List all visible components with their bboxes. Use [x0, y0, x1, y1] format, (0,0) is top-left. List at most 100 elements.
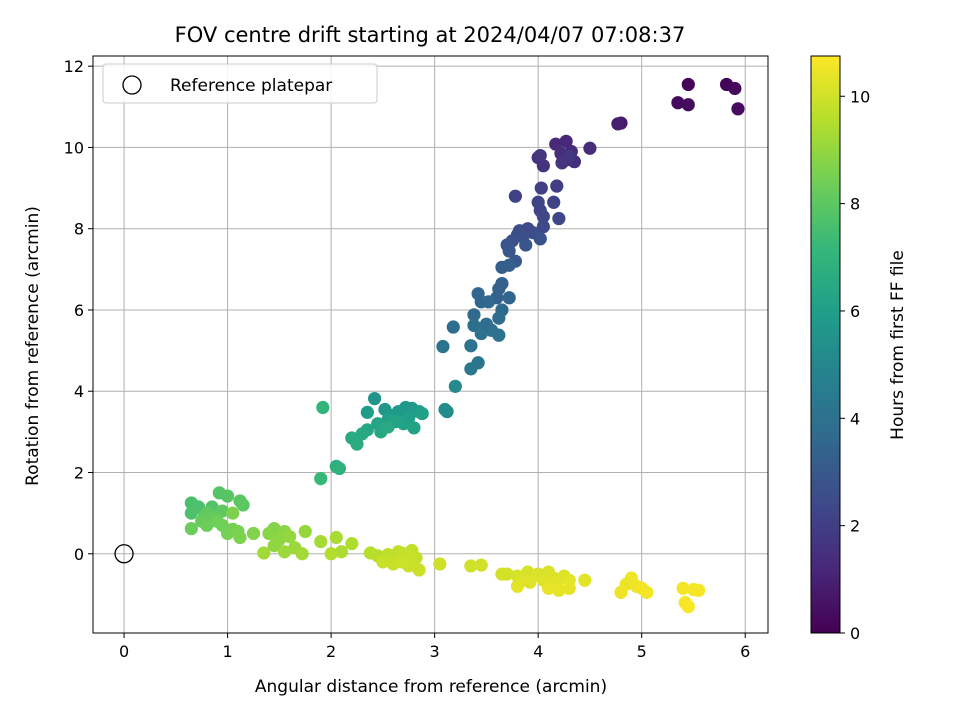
reference-marker-layer [114, 544, 134, 564]
data-point [508, 189, 522, 203]
data-point [502, 258, 516, 272]
data-point [448, 379, 462, 393]
data-point [314, 534, 328, 549]
x-tick-label: 6 [740, 642, 750, 661]
y-tick-label: 2 [74, 463, 84, 482]
data-point [640, 585, 654, 599]
data-point [262, 526, 276, 541]
data-point [559, 134, 573, 148]
colorbar-gradient [810, 55, 841, 634]
data-point [614, 585, 628, 599]
data-point [226, 506, 240, 520]
data-point [381, 420, 395, 434]
x-tick-label: 1 [222, 642, 232, 661]
data-point [534, 181, 548, 195]
colorbar-tick-label: 2 [850, 517, 860, 536]
y-tick-label: 6 [74, 301, 84, 320]
data-point [246, 526, 261, 541]
data-point [236, 498, 250, 512]
data-point [541, 581, 556, 595]
data-point [536, 159, 550, 173]
data-point [415, 406, 429, 421]
data-point [681, 599, 695, 614]
data-point [552, 211, 566, 226]
data-point [220, 526, 235, 541]
legend-reference-marker [122, 75, 142, 95]
colorbar-tick-label: 0 [850, 624, 860, 643]
data-point [314, 471, 328, 486]
data-point [200, 518, 214, 532]
colorbar-tick-label: 6 [850, 302, 860, 321]
data-point [550, 179, 564, 193]
data-point [298, 524, 312, 539]
data-point [295, 547, 309, 561]
y-tick-label: 4 [74, 382, 84, 401]
data-point [350, 437, 364, 451]
x-tick-label: 5 [637, 642, 647, 661]
grid-lines [93, 56, 768, 633]
data-point [376, 555, 390, 569]
colorbar-tick-label: 4 [850, 409, 860, 428]
data-point [324, 547, 338, 561]
data-point [345, 537, 359, 551]
legend-box [102, 63, 378, 104]
x-tick-label: 2 [326, 642, 336, 661]
x-axis-title: Angular distance from reference (arcmin) [255, 677, 607, 697]
data-point [502, 291, 516, 305]
data-point [283, 530, 297, 544]
data-point [578, 573, 592, 587]
data-point [731, 102, 745, 116]
data-point [728, 81, 742, 96]
data-point [681, 98, 695, 112]
data-point [446, 320, 460, 334]
colorbar-ticks: 0 2 4 6 8 10 [840, 87, 870, 643]
data-point [681, 77, 695, 92]
data-point [547, 195, 561, 209]
data-point [500, 567, 514, 581]
y-axis-ticks: 0 2 4 6 8 10 12 [64, 57, 93, 564]
data-point [267, 539, 281, 553]
y-tick-label: 10 [64, 138, 84, 157]
legend: Reference platepar [102, 63, 378, 104]
y-tick-label: 8 [74, 220, 84, 239]
data-point [332, 461, 346, 476]
legend-label-reference: Reference platepar [170, 76, 332, 96]
data-point [277, 545, 292, 559]
data-point [334, 545, 349, 559]
data-point [360, 405, 374, 419]
data-point [220, 489, 235, 503]
data-point [184, 506, 198, 520]
data-point [481, 295, 496, 309]
colorbar-tick-label: 8 [850, 195, 860, 214]
x-axis-ticks: 0 1 2 3 4 5 6 [119, 633, 750, 661]
data-point [329, 530, 343, 545]
data-point [436, 339, 450, 354]
data-point [523, 575, 537, 589]
data-point [467, 308, 481, 322]
reference-platepar-marker [114, 544, 134, 564]
data-point [562, 581, 576, 595]
x-tick-label: 0 [119, 642, 129, 661]
data-point [184, 521, 198, 536]
y-tick-label: 12 [64, 57, 84, 76]
data-point [502, 244, 516, 258]
data-point [438, 402, 452, 417]
x-tick-label: 4 [533, 642, 543, 661]
data-point [412, 563, 426, 577]
data-point [407, 421, 421, 435]
data-points [184, 77, 745, 614]
data-point [492, 311, 506, 325]
data-point [464, 339, 478, 353]
data-point [562, 149, 576, 163]
data-point [536, 209, 550, 224]
data-point [257, 546, 271, 560]
chart-title: FOV centre drift starting at 2024/04/07 … [175, 23, 686, 47]
data-point [355, 427, 369, 441]
data-point [510, 579, 525, 593]
data-point [536, 220, 550, 234]
colorbar: 0 2 4 6 8 10 Hours from first FF file [810, 55, 908, 643]
data-point [533, 148, 547, 163]
data-point [583, 141, 597, 155]
data-point [474, 558, 488, 572]
